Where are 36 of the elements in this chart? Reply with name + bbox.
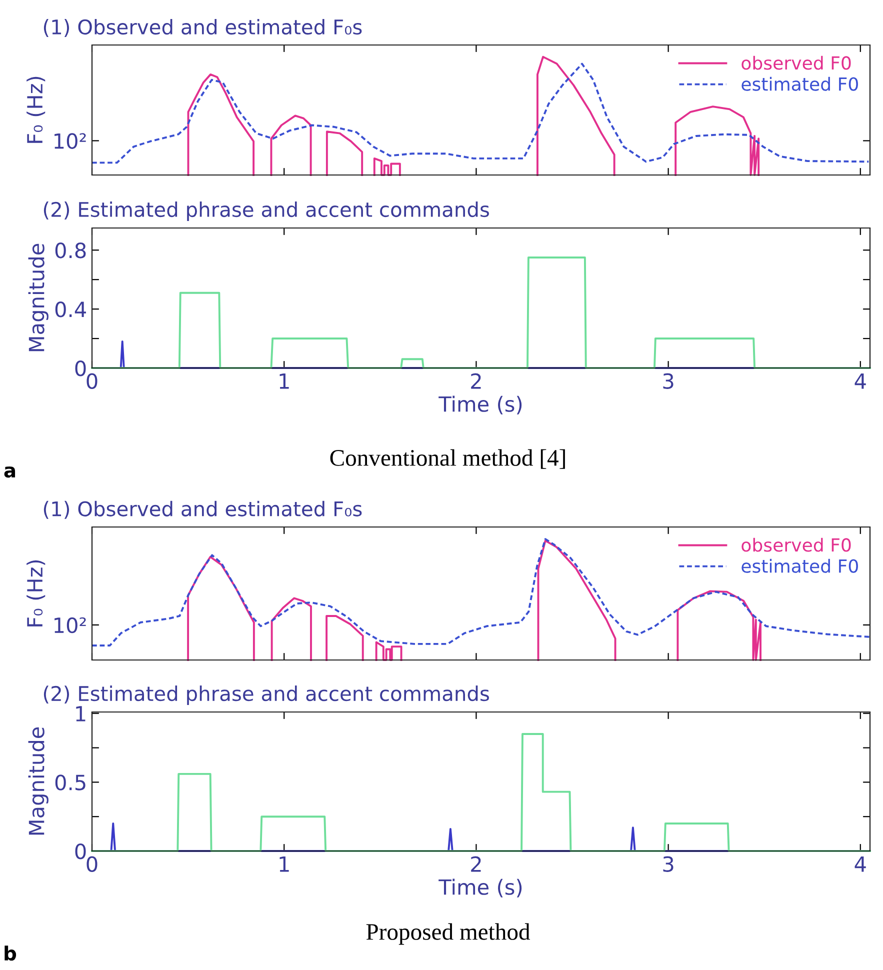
y-axis-title: Magnitude: [28, 727, 48, 835]
y-tick-label: 0.4: [55, 302, 86, 318]
y-tick-label: 0: [75, 360, 86, 376]
text: a: [4, 466, 16, 478]
chart-title: (1) Observed and estimated F₀s: [44, 500, 362, 519]
x-tick-label: 2: [471, 856, 481, 872]
x-tick-label: 3: [663, 373, 674, 389]
chart-title: (1) Observed and estimated F₀s: [44, 19, 362, 37]
x-tick-label: 0: [86, 373, 98, 389]
text: 10²: [54, 617, 86, 634]
y-tick-label: 0.5: [55, 774, 86, 790]
y-axis-title: F₀ (Hz): [26, 76, 46, 143]
x-tick-label: 4: [854, 374, 866, 389]
y-axis-title: F₀ (Hz): [26, 560, 46, 626]
legend-label: observed F0: [742, 56, 851, 70]
chart-title: (2) Estimated phrase and accent commands: [44, 202, 489, 221]
text: b: [4, 946, 16, 961]
x-tick-label: 2: [471, 373, 481, 389]
x-axis-title: Time (s): [438, 878, 522, 898]
y-tick-label: 0: [75, 843, 86, 860]
legend-label: estimated F0: [742, 76, 858, 91]
x-tick-label: 1: [280, 374, 289, 389]
text: Conventional method [4]: [330, 449, 565, 469]
chart-title: (2) Estimated phrase and accent commands: [44, 686, 489, 706]
x-tick-label: 3: [663, 856, 674, 872]
text: Proposed method: [366, 923, 530, 945]
x-axis-title: Time (s): [438, 396, 522, 414]
x-tick-label: 4: [854, 856, 866, 872]
legend-label: observed F0: [742, 538, 851, 552]
text: 10²: [54, 133, 86, 149]
y-tick-label: 0.8: [55, 242, 86, 258]
x-tick-label: 1: [280, 856, 289, 872]
x-tick-label: 0: [86, 856, 98, 872]
y-axis-title: Magnitude: [28, 244, 48, 352]
legend-label: estimated F0: [742, 558, 858, 573]
y-tick-label: 1: [76, 706, 86, 722]
